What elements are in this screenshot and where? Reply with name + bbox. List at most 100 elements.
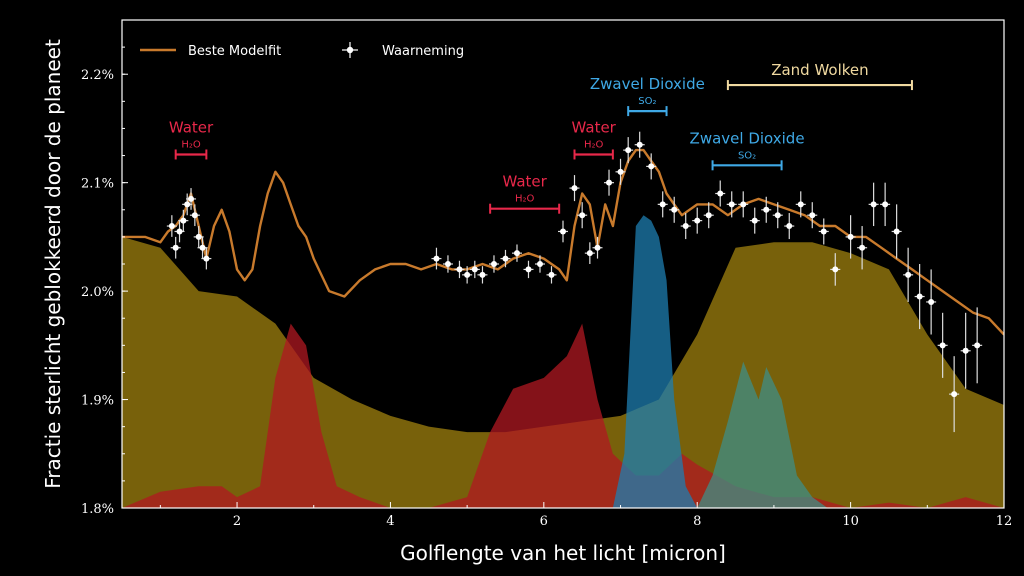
observation-point (178, 209, 189, 232)
observation-point (534, 255, 545, 273)
model-layer (122, 148, 1004, 336)
observation-marker (548, 271, 555, 278)
observation-point (442, 255, 453, 273)
observation-marker (433, 255, 440, 262)
annotation-3: Zwavel Dioxide SO₂ (590, 75, 705, 117)
observation-marker (882, 201, 889, 208)
observation-point (584, 242, 595, 264)
observation-point (845, 215, 856, 259)
observation-marker (471, 266, 478, 273)
observation-marker (648, 163, 655, 170)
annotation-formula: H₂O (584, 139, 604, 150)
y-tick-label: 2.0% (81, 285, 114, 300)
x-tick-label: 2 (233, 514, 241, 529)
observation-marker (464, 271, 471, 278)
observation-marker (579, 212, 586, 219)
observation-point (170, 236, 181, 259)
observation-marker (195, 233, 202, 240)
observation-marker (594, 244, 601, 251)
x-tick-label: 6 (540, 514, 548, 529)
x-tick-label: 12 (996, 514, 1013, 529)
observation-point (186, 188, 197, 210)
observation-marker (479, 271, 486, 278)
observation-marker (560, 228, 566, 235)
observation-marker (490, 261, 497, 267)
observation-point (857, 226, 868, 270)
y-tick-label: 2.2% (81, 68, 114, 83)
observation-marker (774, 212, 781, 219)
observation-point (926, 269, 937, 335)
y-axis-title: Fractie sterlicht geblokkeerd door de pl… (41, 39, 65, 489)
annotation-label: Water (169, 118, 214, 136)
observation-marker (513, 250, 520, 257)
annotation-1: Water H₂O (489, 173, 561, 214)
observation-marker (184, 201, 191, 208)
observation-marker (859, 244, 866, 251)
annotation-5: Zand Wolken (726, 61, 913, 91)
observation-marker (180, 217, 187, 224)
observation-point (761, 196, 772, 223)
annotations-layer: Water H₂O Water H₂O Water H₂O Zwavel Dioxide SO… (169, 61, 913, 214)
observation-marker (176, 228, 183, 235)
contribution-group (697, 361, 828, 508)
observation-point (189, 204, 200, 227)
observation-point (488, 255, 499, 273)
observation-point (615, 158, 626, 185)
observation-marker (694, 217, 701, 224)
observation-marker (951, 391, 958, 398)
observation-marker (809, 212, 816, 219)
y-tick-label: 2.1% (81, 177, 114, 192)
observation-point (960, 312, 971, 389)
observation-marker (763, 206, 770, 213)
observation-marker (797, 201, 804, 208)
annotation-label: Water (572, 118, 617, 136)
observation-point (880, 182, 891, 227)
observation-marker (586, 250, 593, 257)
observation-point (868, 182, 879, 227)
observation-point (949, 356, 960, 433)
annotation-label: Zwavel Dioxide (690, 129, 805, 147)
observation-point (623, 137, 634, 164)
observation-point (972, 307, 983, 384)
annotation-label: Zand Wolken (771, 61, 868, 79)
observation-point (569, 175, 580, 202)
x-tick-label: 8 (693, 514, 701, 529)
observation-marker (536, 261, 543, 267)
observation-point (772, 202, 783, 229)
observation-point (577, 202, 588, 229)
observation-marker (786, 223, 793, 230)
observation-marker (728, 201, 735, 208)
observation-marker (751, 217, 758, 224)
contribution-layer (122, 215, 1004, 508)
observation-marker (191, 212, 198, 219)
observation-point (500, 249, 511, 268)
observation-marker (444, 261, 451, 267)
observation-marker (820, 228, 827, 235)
observation-marker (659, 201, 666, 208)
observations-layer (166, 131, 983, 433)
observation-point (166, 215, 177, 237)
observation-marker (832, 266, 839, 273)
observation-point (703, 202, 714, 229)
observation-marker (571, 185, 578, 192)
observation-marker (671, 206, 678, 213)
observation-marker (682, 223, 689, 230)
observation-point (558, 220, 568, 243)
annotation-0: Water H₂O (169, 118, 214, 160)
observation-point (646, 153, 657, 180)
observation-point (914, 264, 925, 330)
observation-marker (188, 195, 195, 202)
annotation-formula: SO₂ (738, 150, 756, 161)
annotation-2: Water H₂O (572, 118, 617, 160)
observation-marker (928, 298, 935, 305)
observation-point (634, 131, 645, 158)
observation-marker (617, 168, 624, 175)
observation-marker (705, 212, 712, 219)
observation-point (891, 204, 902, 259)
observation-point (692, 207, 703, 234)
observation-marker (974, 342, 981, 349)
observation-marker (525, 266, 532, 273)
observation-point (903, 247, 914, 302)
observation-point (511, 244, 522, 262)
